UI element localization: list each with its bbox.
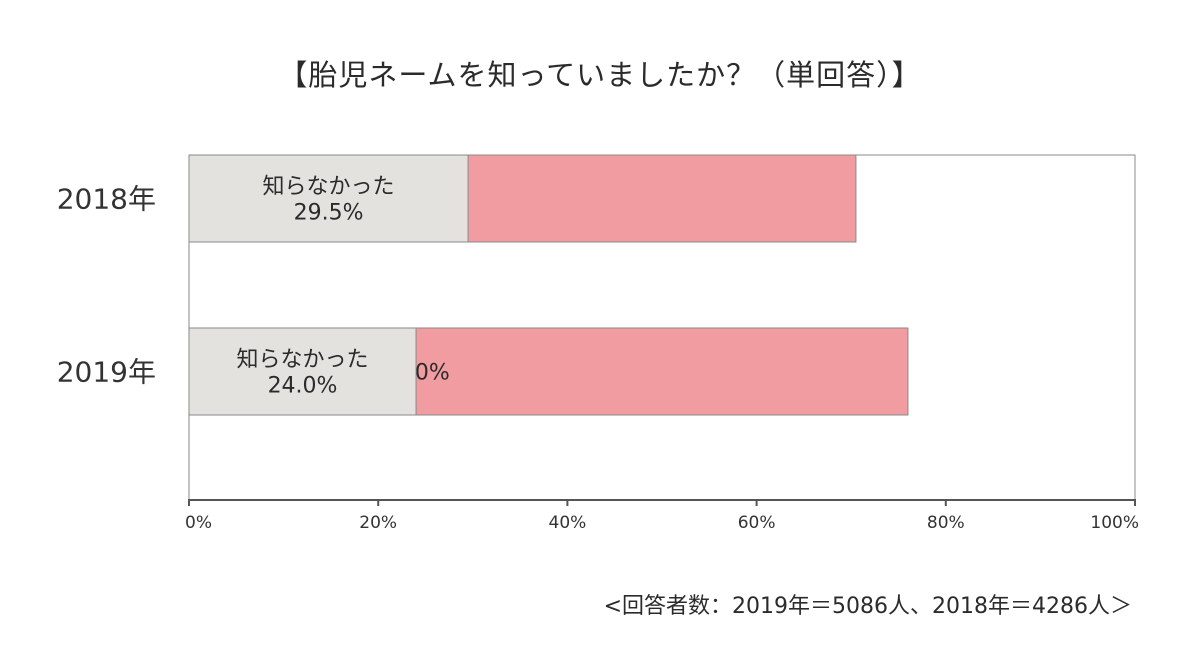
x-tick-label: 60% [738, 513, 776, 533]
category-label: 2018年 [57, 183, 156, 216]
x-tick-label: 100% [1090, 513, 1139, 533]
category-label: 2019年 [57, 356, 156, 389]
x-axis: 0% 20% 40% 60% 80% 100% [185, 499, 1139, 533]
bar-data-label: 知らなかった 24.0% [237, 348, 369, 399]
bar-data-label: 知らなかった 29.5% [263, 175, 395, 226]
x-tick-label: 80% [927, 513, 965, 533]
x-tick-label: 40% [549, 513, 587, 533]
x-tick-label: 0% [185, 513, 212, 533]
bar-segment-unknown [188, 154, 469, 243]
respondent-count-note: <回答者数：2019年＝5086人、2018年＝4286人＞ [603, 594, 1132, 619]
bar-segment-unknown [188, 327, 417, 416]
chart-title: 【胎児ネームを知っていましたか？（単回答）】 [278, 58, 922, 92]
category-labels: 2018年 2019年 [57, 183, 156, 389]
x-tick-label: 20% [359, 513, 397, 533]
